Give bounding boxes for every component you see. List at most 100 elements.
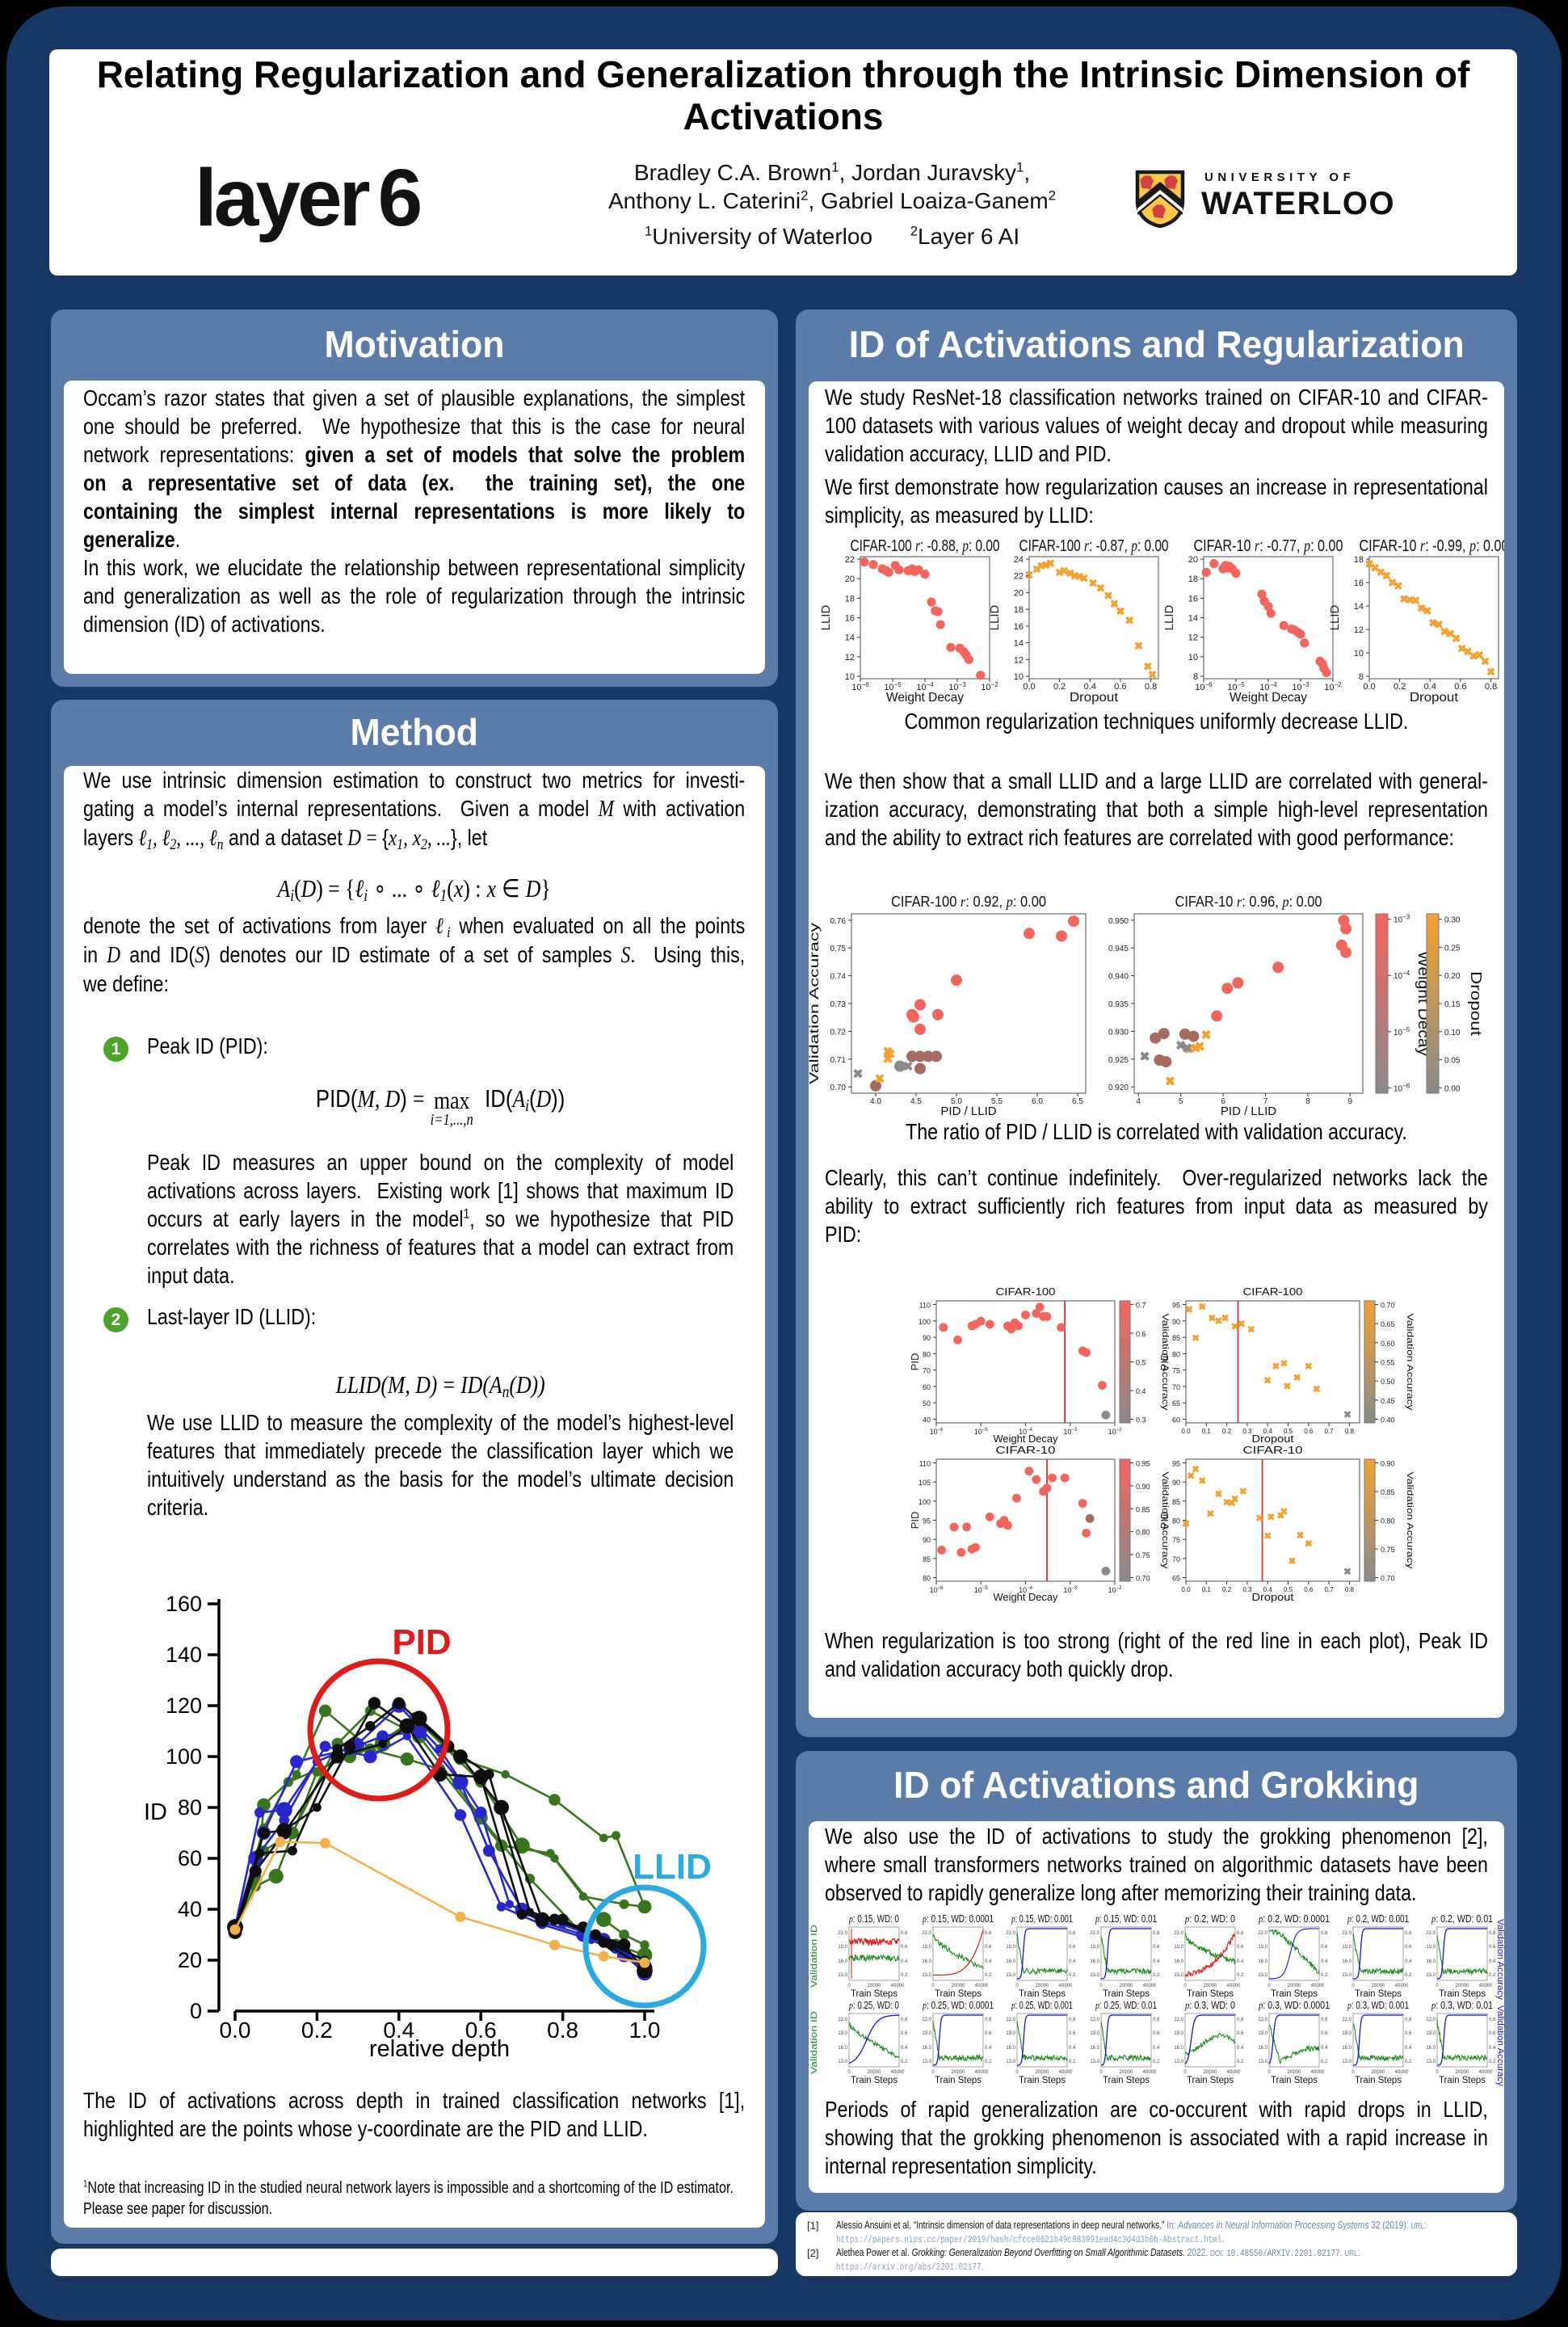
svg-text:Validation ID: Validation ID [809, 1925, 819, 1988]
svg-text:0.8: 0.8 [1237, 1931, 1244, 1936]
svg-text:18: 18 [845, 594, 855, 604]
svg-text:p: 0.3, WD: 0: p: 0.3, WD: 0 [1184, 2000, 1235, 2011]
svg-text:0.40: 0.40 [1381, 1416, 1395, 1424]
svg-text:6.0: 6.0 [1032, 1097, 1043, 1106]
svg-text:p: 0.15, WD: 0.0001: p: 0.15, WD: 0.0001 [922, 1913, 994, 1925]
svg-text:LLID: LLID [988, 604, 1002, 630]
svg-text:0: 0 [1015, 2070, 1019, 2075]
svg-text:Train Steps: Train Steps [935, 1989, 982, 1999]
svg-text:CIFAR-10 r: -0.77, p: 0.00: CIFAR-10 r: -0.77, p: 0.00 [1194, 537, 1343, 555]
svg-text:CIFAR-100 r: -0.87, p: 0.00: CIFAR-100 r: -0.87, p: 0.00 [1019, 537, 1169, 555]
svg-text:0.15: 0.15 [1444, 1000, 1461, 1009]
svg-text:40000: 40000 [891, 2070, 905, 2075]
svg-text:22.0: 22.0 [1174, 2018, 1183, 2022]
svg-text:0.6: 0.6 [985, 2031, 992, 2036]
svg-text:10: 10 [845, 672, 855, 682]
svg-text:0.4: 0.4 [1237, 1959, 1244, 1964]
svg-text:Weight Decay: Weight Decay [886, 691, 964, 705]
svg-text:Validation Accuracy: Validation Accuracy [809, 923, 822, 1084]
svg-text:20000: 20000 [1036, 2070, 1049, 2075]
svg-text:0.50: 0.50 [1381, 1378, 1395, 1386]
svg-text:0: 0 [931, 1984, 935, 1988]
svg-text:80: 80 [1172, 1517, 1180, 1525]
svg-text:110: 110 [919, 1460, 931, 1468]
svg-text:9: 9 [1348, 1097, 1353, 1106]
svg-text:18: 18 [1354, 555, 1364, 565]
svg-text:40000: 40000 [1479, 2070, 1493, 2075]
svg-text:Train Steps: Train Steps [1187, 2076, 1234, 2085]
svg-text:5: 5 [1179, 1097, 1183, 1106]
svg-text:0.2: 0.2 [901, 1973, 908, 1978]
svg-text:0.6: 0.6 [1153, 2031, 1160, 2036]
svg-text:19.0: 19.0 [1342, 1945, 1352, 1950]
svg-text:10−4: 10−4 [1019, 1586, 1033, 1594]
svg-text:0.4: 0.4 [1263, 1428, 1273, 1435]
svg-text:p: 0.25, WD: 0.001: p: 0.25, WD: 0.001 [1011, 2000, 1073, 2011]
svg-text:0: 0 [190, 1999, 202, 2023]
svg-text:160: 160 [166, 1592, 202, 1616]
svg-text:0.30: 0.30 [1444, 916, 1461, 925]
svg-text:0.6: 0.6 [1489, 2031, 1496, 2036]
svg-text:75: 75 [1172, 1367, 1180, 1375]
svg-text:0.6: 0.6 [985, 1945, 992, 1950]
svg-text:0.6: 0.6 [901, 1945, 908, 1950]
svg-text:Train Steps: Train Steps [1019, 1989, 1066, 1999]
svg-text:13.0: 13.0 [1426, 1973, 1436, 1978]
svg-text:0.25: 0.25 [1444, 944, 1461, 953]
svg-text:p: 0.15, WD: 0.01: p: 0.15, WD: 0.01 [1095, 1913, 1157, 1925]
svg-text:PID / LLID: PID / LLID [940, 1105, 996, 1118]
svg-text:0.7: 0.7 [1136, 1302, 1146, 1310]
svg-text:0.8: 0.8 [1489, 1931, 1496, 1936]
svg-text:0.6: 0.6 [1304, 1586, 1314, 1593]
svg-text:CIFAR-100: CIFAR-100 [996, 1286, 1056, 1298]
svg-text:19.0: 19.0 [922, 1945, 931, 1950]
svg-text:10−5: 10−5 [974, 1428, 989, 1436]
svg-text:0.8: 0.8 [901, 1931, 908, 1936]
svg-text:20000: 20000 [868, 1984, 881, 1988]
svg-text:0.4: 0.4 [1069, 2046, 1076, 2051]
svg-text:0.7: 0.7 [1325, 1428, 1335, 1435]
svg-text:Train Steps: Train Steps [935, 2076, 982, 2085]
svg-text:p: 0.3, WD: 0.01: p: 0.3, WD: 0.01 [1431, 2000, 1493, 2011]
svg-text:10−2: 10−2 [981, 681, 998, 692]
svg-text:0.00: 0.00 [1444, 1084, 1461, 1093]
svg-text:60: 60 [1172, 1416, 1180, 1424]
svg-text:40000: 40000 [891, 1984, 905, 1988]
svg-text:0.2: 0.2 [1321, 1973, 1328, 1978]
svg-text:0.2: 0.2 [1069, 2060, 1076, 2064]
svg-text:ID: ID [144, 1799, 167, 1825]
svg-text:12: 12 [1188, 633, 1198, 643]
svg-text:0.8: 0.8 [1345, 1428, 1355, 1435]
svg-text:0.6: 0.6 [1489, 1945, 1496, 1950]
svg-text:0.2: 0.2 [1222, 1586, 1232, 1593]
svg-text:Validation Accuracy: Validation Accuracy [1405, 1314, 1415, 1412]
svg-text:13.0: 13.0 [1342, 1973, 1352, 1978]
svg-text:0.90: 0.90 [1136, 1483, 1150, 1491]
svg-text:0.60: 0.60 [1381, 1340, 1395, 1348]
svg-text:Train Steps: Train Steps [1103, 2076, 1150, 2085]
svg-text:0.4: 0.4 [1153, 2046, 1160, 2051]
svg-text:PID: PID [1158, 1512, 1171, 1530]
svg-text:0.2: 0.2 [1237, 2060, 1244, 2064]
svg-text:0.2: 0.2 [301, 2018, 333, 2043]
svg-text:0.4: 0.4 [1424, 682, 1436, 692]
svg-text:0.4: 0.4 [1321, 1959, 1328, 1964]
svg-text:0.2: 0.2 [1321, 2060, 1328, 2064]
svg-text:0.2: 0.2 [1405, 2060, 1412, 2064]
svg-text:19.0: 19.0 [922, 2031, 931, 2036]
svg-text:0.85: 0.85 [1381, 1488, 1395, 1496]
svg-text:22.0: 22.0 [1258, 2018, 1267, 2022]
svg-text:13.0: 13.0 [1090, 2060, 1099, 2064]
svg-text:p: 0.2, WD: 0.01: p: 0.2, WD: 0.01 [1431, 1913, 1493, 1925]
svg-text:10−6: 10−6 [930, 1428, 944, 1436]
svg-text:Train Steps: Train Steps [1271, 1989, 1318, 1999]
svg-text:90: 90 [1172, 1318, 1180, 1326]
svg-text:70: 70 [1172, 1555, 1180, 1563]
svg-text:0.8: 0.8 [1153, 1931, 1160, 1936]
svg-text:40000: 40000 [1227, 1984, 1241, 1988]
svg-text:10−2: 10−2 [1108, 1586, 1123, 1594]
svg-text:p: 0.2, WD: 0.0001: p: 0.2, WD: 0.0001 [1258, 1913, 1330, 1925]
svg-text:40000: 40000 [1395, 2070, 1409, 2075]
svg-text:16: 16 [845, 614, 855, 624]
svg-text:16: 16 [1188, 594, 1198, 604]
